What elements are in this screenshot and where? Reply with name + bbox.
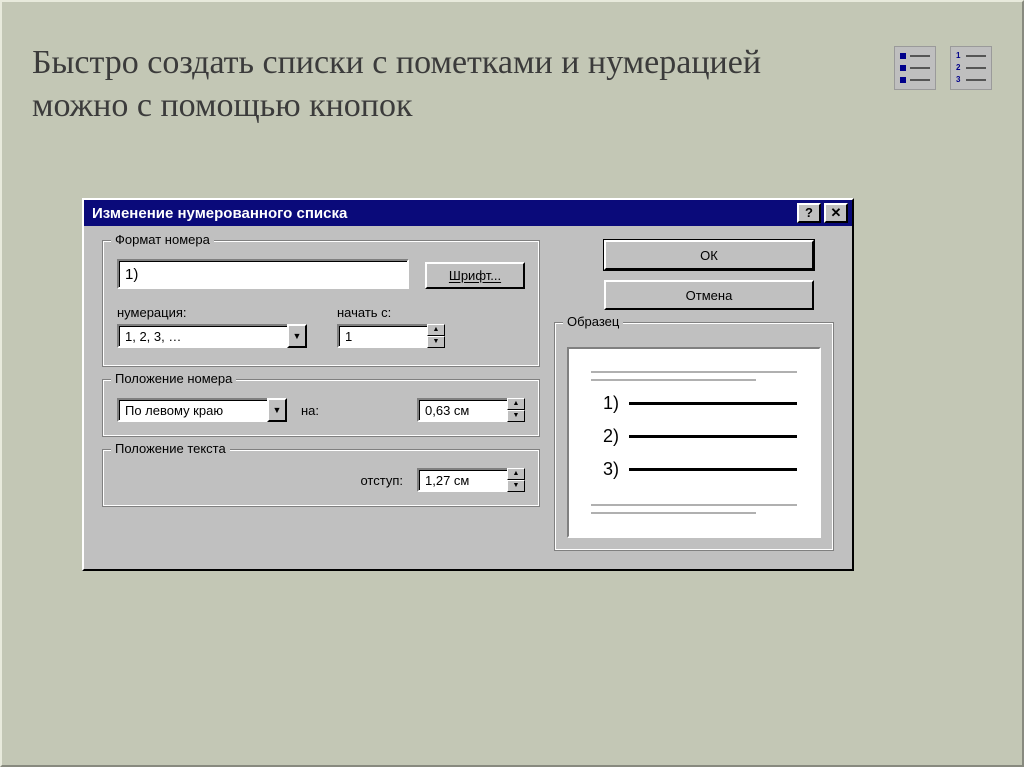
preview-number: 3) [591,459,619,480]
dropdown-icon[interactable]: ▼ [267,398,287,422]
font-button[interactable]: Шрифт... [425,262,525,289]
help-button[interactable]: ? [797,203,821,223]
toolbar-icons: 1 2 3 [894,46,992,90]
group-sample: Образец 1) 2) 3) [554,322,834,551]
indent-spinner[interactable]: 1,27 см ▲ ▼ [417,468,525,492]
group-position-text-title: Положение текста [111,441,230,456]
group-position-text: Положение текста отступ: 1,27 см ▲ ▼ [102,449,540,507]
ok-button[interactable]: ОК [604,240,814,270]
group-format-title: Формат номера [111,232,214,247]
at-spinner[interactable]: 0,63 см ▲ ▼ [417,398,525,422]
indent-label: отступ: [360,473,403,488]
spin-down-icon[interactable]: ▼ [507,480,525,492]
numbering-combo[interactable]: 1, 2, 3, … ▼ [117,324,307,348]
format-field[interactable]: 1) [117,259,409,289]
titlebar: Изменение нумерованного списка ? ✕ [84,200,852,226]
preview-number: 2) [591,426,619,447]
at-label: на: [301,403,319,418]
preview-area: 1) 2) 3) [567,347,821,538]
numbering-label: нумерация: [117,305,307,320]
numbered-list-button[interactable]: 1 2 3 [950,46,992,90]
start-from-spinner[interactable]: 1 ▲ ▼ [337,324,445,348]
alignment-combo[interactable]: По левому краю ▼ [117,398,287,422]
bullet-list-button[interactable] [894,46,936,90]
group-position-number: Положение номера По левому краю ▼ на: 0,… [102,379,540,437]
preview-number: 1) [591,393,619,414]
spin-up-icon[interactable]: ▲ [507,468,525,480]
group-format: Формат номера 1) Шрифт... нумерация: 1, … [102,240,540,367]
close-button[interactable]: ✕ [824,203,848,223]
dialog-title: Изменение нумерованного списка [92,205,347,222]
group-sample-title: Образец [563,314,623,329]
dialog-window: Изменение нумерованного списка ? ✕ Форма… [82,198,854,571]
spin-up-icon[interactable]: ▲ [507,398,525,410]
spin-down-icon[interactable]: ▼ [427,336,445,348]
group-position-number-title: Положение номера [111,371,236,386]
spin-down-icon[interactable]: ▼ [507,410,525,422]
dropdown-icon[interactable]: ▼ [287,324,307,348]
spin-up-icon[interactable]: ▲ [427,324,445,336]
page-heading: Быстро создать списки с пометками и нуме… [32,42,862,127]
start-from-label: начать с: [337,305,445,320]
cancel-button[interactable]: Отмена [604,280,814,310]
